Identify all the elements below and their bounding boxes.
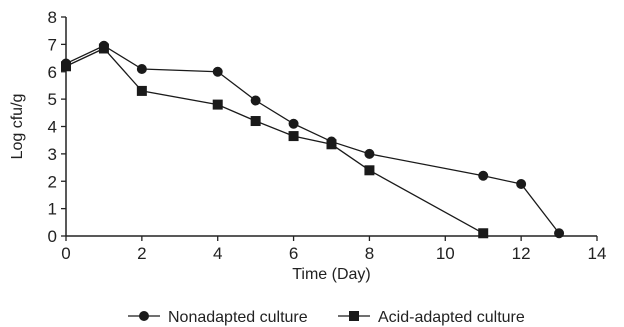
x-axis-title: Time (Day) (292, 266, 371, 283)
y-tick-label: 7 (48, 35, 57, 54)
x-tick-label: 4 (213, 244, 222, 263)
legend: Nonadapted culture Acid-adapted culture (128, 309, 525, 326)
x-axis-ticks: 0 2 4 6 8 10 12 14 (61, 236, 606, 263)
y-tick-label: 3 (48, 145, 57, 164)
y-axis-ticks: 0 1 2 3 4 5 6 7 8 (48, 8, 66, 246)
series-line (65, 47, 484, 234)
legend-circle-marker (139, 311, 149, 321)
y-tick-label: 5 (48, 90, 57, 109)
y-tick-label: 4 (48, 118, 57, 137)
series-layer (61, 40, 565, 239)
series-line (65, 45, 560, 234)
x-tick-label: 6 (289, 244, 298, 263)
x-tick-label: 14 (588, 244, 607, 263)
data-point-circle (212, 66, 223, 77)
data-point-circle (478, 170, 489, 181)
data-point-square (364, 165, 375, 176)
x-tick-label: 8 (365, 244, 374, 263)
legend-label: Nonadapted culture (168, 309, 308, 326)
legend-square-marker (349, 311, 359, 321)
data-point-circle (136, 64, 147, 75)
data-point-circle (288, 118, 299, 129)
y-tick-label: 8 (48, 8, 57, 27)
data-point-circle (554, 228, 565, 239)
x-tick-label: 2 (137, 244, 146, 263)
data-point-square (250, 116, 261, 127)
x-tick-label: 0 (61, 244, 70, 263)
data-point-square (326, 139, 337, 150)
data-point-square (98, 43, 109, 54)
x-tick-label: 10 (436, 244, 455, 263)
data-point-square (478, 228, 489, 239)
y-tick-label: 1 (48, 200, 57, 219)
x-tick-label: 12 (512, 244, 531, 263)
y-axis-title: Log cfu/g (9, 94, 26, 160)
data-point-circle (250, 95, 261, 106)
y-tick-label: 0 (48, 227, 57, 246)
data-point-square (136, 85, 147, 96)
legend-label: Acid-adapted culture (378, 309, 525, 326)
data-point-circle (364, 148, 375, 159)
series-nonadapted (61, 40, 565, 239)
data-point-square (212, 99, 223, 110)
data-point-circle (516, 178, 527, 189)
legend-item: Acid-adapted culture (338, 309, 525, 326)
data-point-square (61, 61, 71, 72)
y-tick-label: 2 (48, 172, 57, 191)
y-tick-label: 6 (48, 63, 57, 82)
data-point-square (288, 131, 299, 142)
series-acid-adapted (61, 43, 489, 239)
legend-item: Nonadapted culture (128, 309, 308, 326)
